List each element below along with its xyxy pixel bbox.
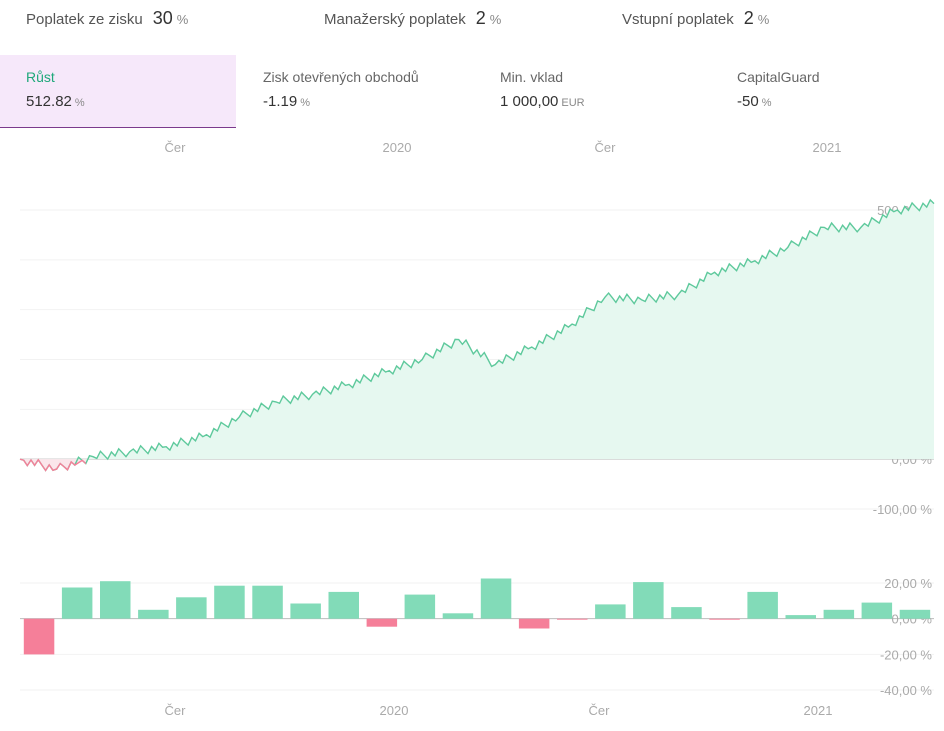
tab-capitalguard-unit: % — [761, 97, 772, 109]
tab-open-profit-value: -1.19 — [263, 93, 298, 110]
monthly-bar — [442, 613, 474, 619]
profit-fee: Poplatek ze zisku 30 % — [26, 8, 188, 29]
monthly-bar — [899, 609, 931, 619]
performance-chart: -100,00 %0,00 %100,00 %200,00 %300,00 %4… — [19, 140, 935, 718]
monthly-bar — [100, 581, 131, 619]
tab-min-deposit-value: 1 000,00 — [500, 93, 559, 110]
tab-open-profit-label: Zisk otevřených obchodů — [263, 69, 419, 85]
x-tick-label: Čer — [165, 140, 187, 155]
monthly-bar — [861, 602, 893, 619]
fees-row: Poplatek ze zisku 30 % Manažerský poplat… — [0, 8, 944, 36]
entry-fee: Vstupní poplatek 2 % — [622, 8, 769, 29]
monthly-bar — [290, 603, 321, 619]
monthly-bar — [138, 609, 169, 619]
monthly-bar — [709, 618, 740, 620]
drawdown-line — [19, 458, 87, 472]
bar-x-tick-label: 2021 — [804, 703, 833, 718]
tab-open-profit[interactable]: Zisk otevřených obchodů -1.19% — [237, 55, 473, 128]
tab-growth-label: Růst — [26, 69, 55, 85]
management-fee-value: 2 — [475, 8, 486, 28]
entry-fee-value: 2 — [743, 8, 754, 28]
monthly-bar — [595, 604, 626, 619]
management-fee: Manažerský poplatek 2 % — [324, 8, 501, 29]
tab-min-deposit-unit: EUR — [561, 97, 585, 109]
y-tick-label: -100,00 % — [873, 502, 933, 517]
tab-min-deposit[interactable]: Min. vklad 1 000,00 EUR — [474, 55, 710, 128]
bar-y-tick-label: -20,00 % — [880, 647, 932, 662]
monthly-bar — [214, 585, 245, 619]
tab-min-deposit-label: Min. vklad — [500, 69, 564, 85]
monthly-bar — [366, 618, 398, 627]
growth-line — [19, 198, 935, 472]
monthly-bar — [176, 597, 207, 619]
monthly-bar — [785, 615, 816, 619]
tab-growth-value: 512.82 — [26, 93, 72, 110]
entry-fee-unit: % — [757, 12, 770, 27]
monthly-bar — [518, 618, 550, 629]
management-fee-label: Manažerský poplatek — [324, 11, 466, 28]
tab-capitalguard-label: CapitalGuard — [737, 69, 820, 85]
monthly-bar — [404, 594, 436, 619]
x-tick-label: 2021 — [813, 140, 842, 155]
bar-x-tick-label: Čer — [589, 703, 611, 718]
monthly-bar — [823, 609, 855, 619]
profit-fee-label: Poplatek ze zisku — [26, 11, 143, 28]
tab-capitalguard-value: -50 — [737, 93, 759, 110]
x-tick-label: Čer — [595, 140, 617, 155]
tab-open-profit-unit: % — [300, 97, 310, 109]
monthly-bar — [328, 591, 359, 619]
monthly-bar — [480, 578, 512, 619]
x-tick-label: 2020 — [383, 140, 412, 155]
bar-y-tick-label: 20,00 % — [884, 576, 932, 591]
bar-y-tick-label: -40,00 % — [880, 683, 932, 698]
tab-capitalguard[interactable]: CapitalGuard -50% — [711, 55, 944, 128]
bar-x-tick-label: Čer — [165, 703, 187, 718]
bar-x-tick-label: 2020 — [380, 703, 409, 718]
profit-fee-unit: % — [176, 12, 189, 27]
monthly-bar — [633, 582, 664, 619]
monthly-bar — [252, 585, 283, 619]
stats-tabs: Růst 512.82% Zisk otevřených obchodů -1.… — [0, 55, 944, 129]
monthly-bar — [23, 618, 55, 655]
entry-fee-label: Vstupní poplatek — [622, 11, 734, 28]
management-fee-unit: % — [489, 12, 502, 27]
monthly-bar — [747, 591, 778, 619]
monthly-bar — [61, 587, 93, 619]
monthly-bar — [671, 607, 702, 619]
monthly-bar — [557, 618, 588, 620]
growth-area — [20, 199, 934, 471]
profit-fee-value: 30 — [152, 8, 173, 28]
tab-growth-unit: % — [74, 97, 85, 109]
tab-growth[interactable]: Růst 512.82% — [0, 55, 236, 128]
